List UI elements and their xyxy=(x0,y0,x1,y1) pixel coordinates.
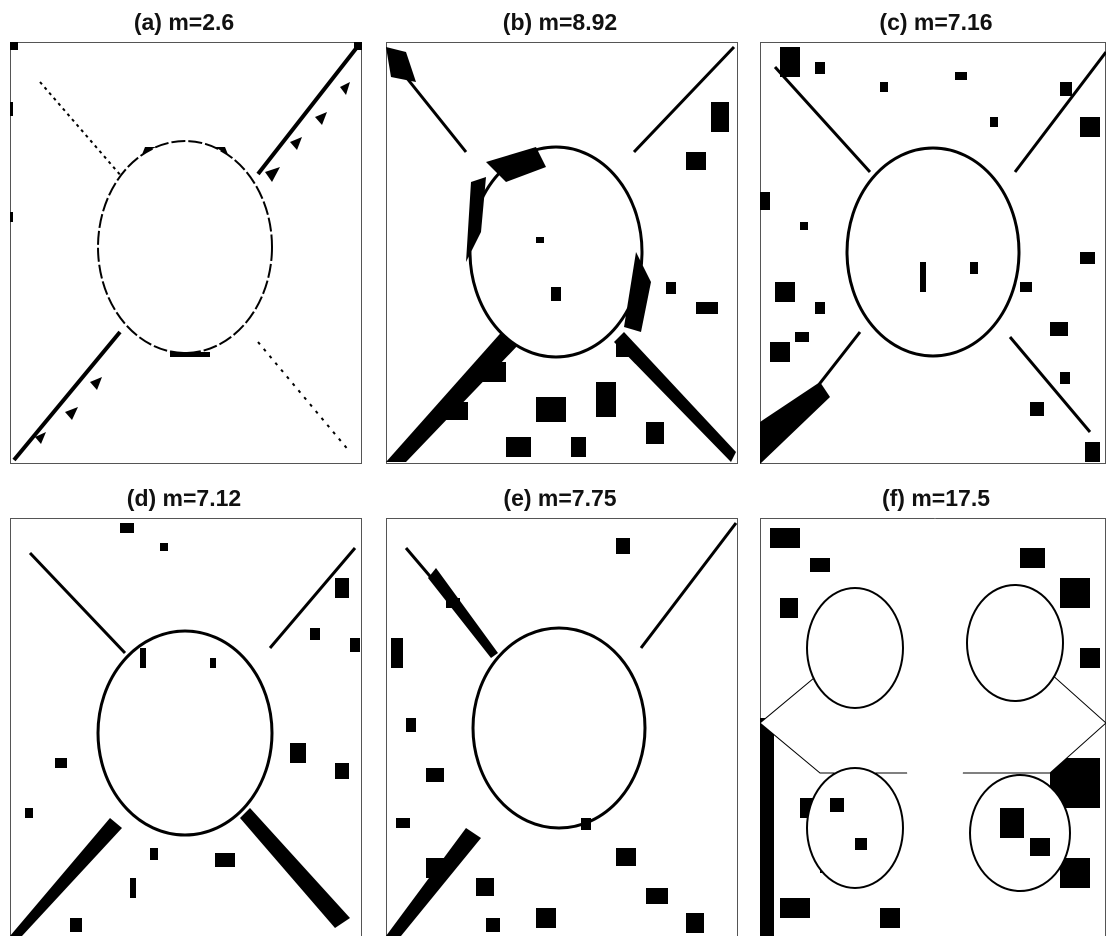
panel-d-image xyxy=(10,518,362,936)
panel-a-title: (a) m=2.6 xyxy=(133,9,235,35)
panel-f-image xyxy=(760,518,1106,936)
panel-f-title: (f) m=17.5 xyxy=(881,485,990,511)
panel-e-image xyxy=(386,518,738,936)
panel-b-title: (b) m=8.92 xyxy=(502,9,618,35)
panel-c-title: (c) m=7.16 xyxy=(879,9,993,35)
panel-b-image xyxy=(386,42,738,464)
panel-c-image xyxy=(760,42,1106,464)
panel-a-image xyxy=(10,42,362,464)
panel-d-title: (d) m=7.12 xyxy=(126,485,242,511)
panel-e-title: (e) m=7.75 xyxy=(503,485,617,511)
